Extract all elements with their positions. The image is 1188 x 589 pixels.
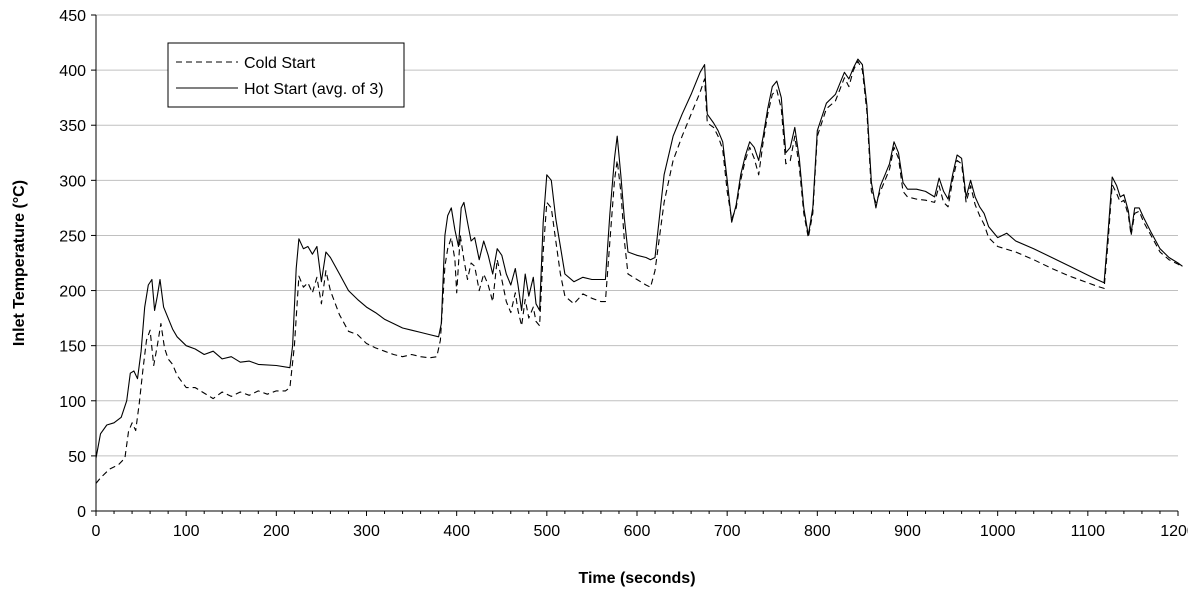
- series-line-hot-start: [95, 58, 1183, 459]
- x-tick-label-1000: 1000: [980, 523, 1016, 540]
- y-tick-label-250: 250: [59, 228, 86, 245]
- x-tick-label-800: 800: [804, 523, 831, 540]
- y-tick-label-300: 300: [59, 173, 86, 190]
- y-tick-label-150: 150: [59, 339, 86, 356]
- x-tick-label-600: 600: [624, 523, 651, 540]
- y-tick-label-50: 50: [68, 449, 86, 466]
- y-axis-ticks: 0 50 100 150 200 250 300 350 400 450: [59, 8, 96, 521]
- y-axis-title: Inlet Temperature (°C): [11, 180, 28, 346]
- series-layer: [95, 58, 1183, 484]
- x-axis-title: Time (seconds): [578, 570, 695, 587]
- series-line-cold-start: [95, 60, 1183, 484]
- x-tick-label-200: 200: [263, 523, 290, 540]
- y-tick-label-100: 100: [59, 394, 86, 411]
- x-tick-label-500: 500: [533, 523, 560, 540]
- y-tick-label-350: 350: [59, 118, 86, 135]
- legend-label-hot-start: Hot Start (avg. of 3): [244, 81, 384, 98]
- x-tick-label-1100: 1100: [1071, 523, 1106, 540]
- legend-box: [167, 42, 405, 108]
- y-tick-label-0: 0: [77, 504, 86, 521]
- x-tick-label-0: 0: [92, 523, 101, 540]
- x-tick-label-900: 900: [894, 523, 921, 540]
- y-tick-label-450: 450: [59, 8, 86, 25]
- x-tick-label-700: 700: [714, 523, 741, 540]
- x-tick-label-400: 400: [443, 523, 470, 540]
- gridlines: [96, 14, 1178, 457]
- legend: Cold Start Hot Start (avg. of 3): [167, 42, 405, 108]
- y-tick-label-200: 200: [59, 284, 86, 301]
- x-tick-label-100: 100: [173, 523, 200, 540]
- y-tick-label-400: 400: [59, 63, 86, 80]
- legend-label-cold-start: Cold Start: [244, 55, 316, 72]
- x-tick-label-300: 300: [353, 523, 380, 540]
